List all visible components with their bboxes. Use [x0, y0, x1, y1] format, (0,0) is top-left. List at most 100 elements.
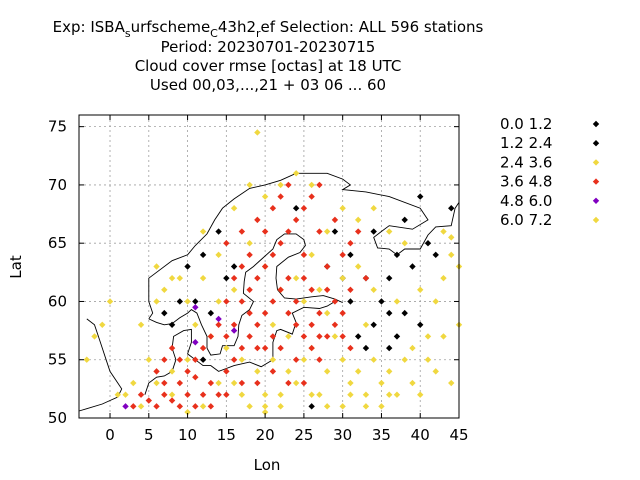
- chart-title-line-2: Period: 20230701-20230715: [161, 38, 376, 56]
- data-point: [316, 391, 323, 398]
- data-point: [386, 274, 393, 282]
- data-point: [393, 251, 401, 259]
- legend-marker: [592, 120, 600, 128]
- data-point: [230, 321, 238, 328]
- data-point: [269, 205, 277, 212]
- data-point: [246, 403, 253, 410]
- data-point: [215, 379, 222, 387]
- data-point: [323, 228, 331, 235]
- data-point: [130, 379, 137, 387]
- data-point: [417, 286, 424, 294]
- data-point: [347, 391, 354, 398]
- data-point: [393, 298, 401, 305]
- data-point: [285, 309, 292, 317]
- data-point: [308, 391, 315, 398]
- series-1: [161, 205, 416, 410]
- data-point: [362, 344, 370, 352]
- data-point: [300, 333, 308, 340]
- data-point: [362, 321, 370, 328]
- y-tick-label: 50: [48, 409, 67, 427]
- data-point: [269, 368, 277, 375]
- data-point: [300, 379, 308, 387]
- data-point: [409, 344, 416, 352]
- data-point: [207, 333, 215, 340]
- y-tick-label: 75: [48, 118, 67, 136]
- legend-marker: [592, 178, 600, 185]
- series-0: [347, 193, 455, 352]
- title-part-4: ef Selection: ALL 596 stations: [261, 18, 484, 36]
- data-point: [300, 205, 308, 212]
- data-point: [292, 170, 300, 177]
- coastline: [206, 233, 343, 356]
- data-point: [432, 368, 439, 375]
- chart-title-line-1: Exp: ISBAsurfschemeC43h2ref Selection: A…: [53, 18, 484, 40]
- data-point: [168, 344, 176, 352]
- data-point: [277, 193, 284, 200]
- data-point: [409, 379, 416, 387]
- data-point: [339, 309, 346, 317]
- data-point: [440, 333, 447, 340]
- x-tick-label: 45: [449, 426, 468, 444]
- data-point: [122, 403, 129, 410]
- data-point: [261, 193, 269, 200]
- data-point: [176, 274, 184, 282]
- data-point: [323, 368, 331, 375]
- data-point: [137, 403, 145, 410]
- data-point: [448, 234, 455, 241]
- data-point: [184, 368, 191, 375]
- data-point: [238, 344, 246, 352]
- data-point: [362, 403, 370, 410]
- data-point: [130, 403, 137, 410]
- data-point: [347, 298, 354, 305]
- data-point: [285, 368, 292, 375]
- data-point: [153, 263, 160, 270]
- data-point: [161, 286, 168, 294]
- data-point: [277, 286, 284, 294]
- data-point: [323, 309, 331, 317]
- data-point: [339, 333, 346, 340]
- data-point: [323, 286, 331, 294]
- data-point: [300, 251, 308, 259]
- legend-label: 6.0 7.2: [500, 211, 552, 229]
- data-point: [370, 356, 377, 363]
- data-point: [300, 274, 308, 282]
- data-point: [168, 321, 176, 328]
- data-point: [331, 298, 339, 305]
- y-tick-label: 65: [48, 234, 67, 252]
- data-point: [254, 368, 261, 375]
- data-point: [238, 263, 246, 270]
- data-point: [199, 228, 207, 235]
- data-point: [292, 298, 300, 305]
- chart-title-line-3: Cloud cover rmse [octas] at 18 UTC: [135, 57, 402, 75]
- data-point: [417, 193, 424, 200]
- y-tick-label: 60: [48, 292, 67, 310]
- data-point: [153, 379, 160, 387]
- data-point: [448, 379, 455, 387]
- data-point: [254, 344, 261, 352]
- x-axis-label: Lon: [254, 456, 281, 474]
- data-point: [261, 344, 269, 352]
- data-point: [316, 356, 323, 363]
- y-tick-label: 70: [48, 176, 67, 194]
- data-point: [386, 368, 393, 375]
- data-point: [323, 403, 331, 410]
- coastline: [78, 318, 123, 412]
- data-point: [292, 321, 300, 328]
- data-point: [238, 379, 246, 387]
- data-point: [238, 298, 246, 305]
- y-axis-label: Lat: [7, 255, 25, 279]
- data-point: [192, 356, 199, 363]
- data-point: [440, 228, 447, 235]
- legend: 0.0 1.21.2 2.42.4 3.6 3.6 4.84.8 6.06.0 7…: [500, 115, 600, 229]
- data-point: [153, 298, 160, 305]
- data-point: [184, 391, 191, 398]
- data-point: [153, 403, 160, 410]
- plot-area: 0 5 10 15 20 25 30 35 40 45 50 55 60 65 70 75: [48, 114, 469, 444]
- data-point: [316, 181, 323, 189]
- data-point: [277, 391, 284, 398]
- x-tick-label: 15: [217, 426, 236, 444]
- data-point: [176, 379, 184, 387]
- data-point: [230, 263, 238, 270]
- data-point: [254, 274, 261, 282]
- data-point: [292, 205, 300, 212]
